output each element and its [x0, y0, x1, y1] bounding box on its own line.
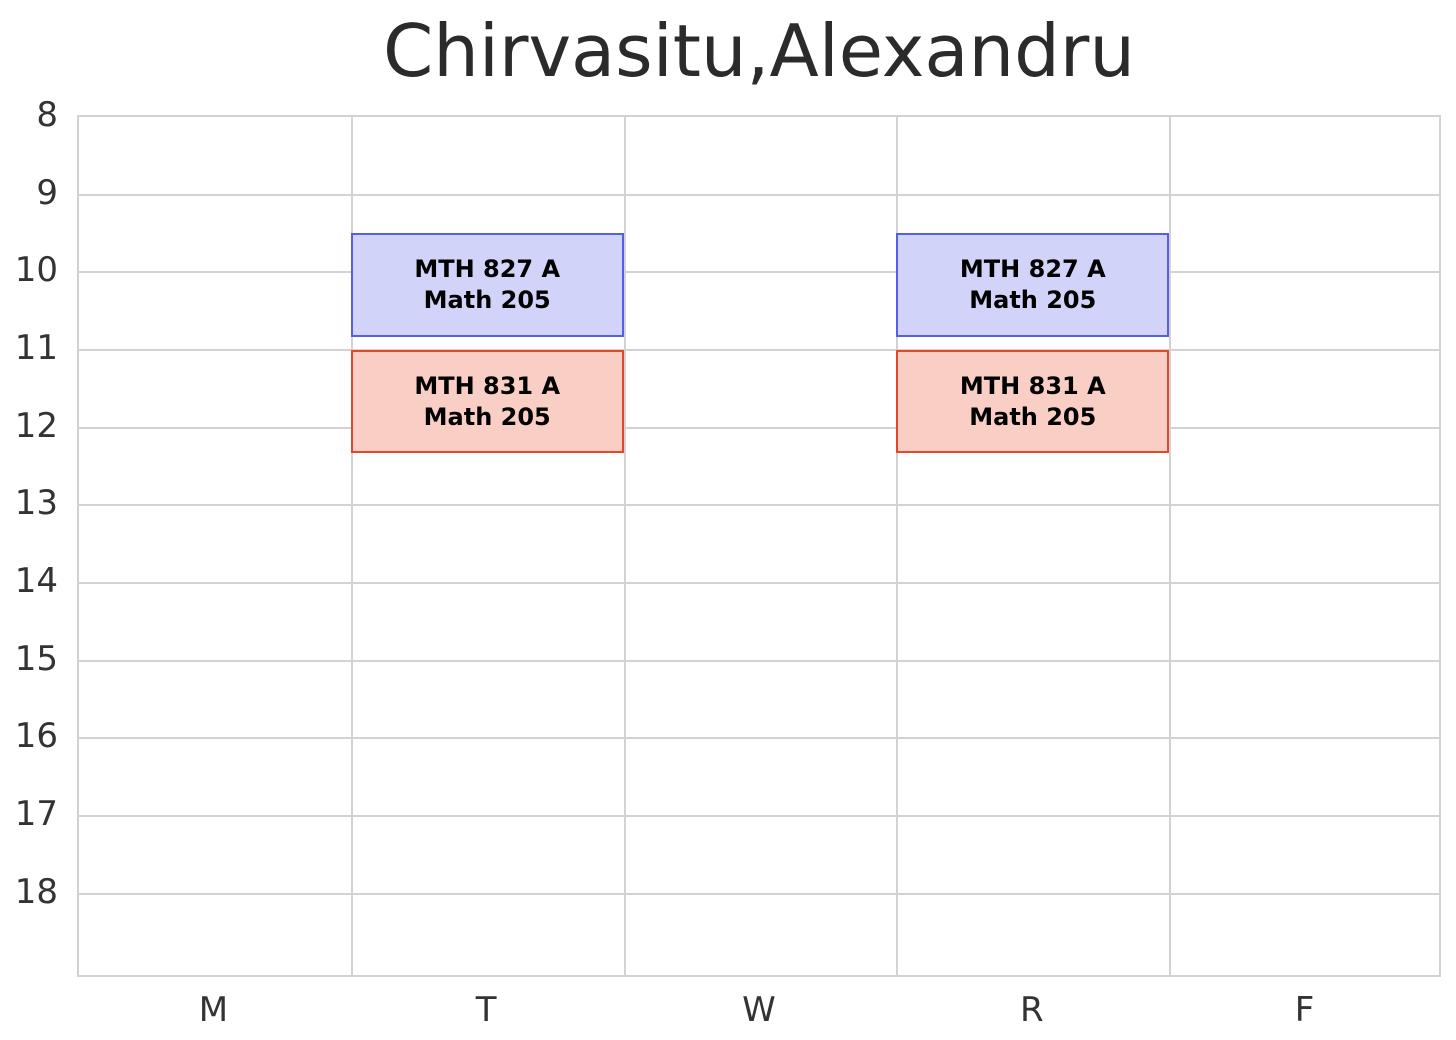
chart-title: Chirvasitu,Alexandru	[382, 9, 1136, 93]
hour-gridline	[79, 581, 1439, 584]
day-tick-label: W	[742, 990, 776, 1030]
event-course: MTH 827 A	[414, 255, 561, 284]
day-gridline	[350, 117, 353, 975]
event-room: Math 205	[423, 286, 551, 315]
day-tick-label: F	[1294, 990, 1315, 1030]
hour-tick-label: 16	[14, 716, 58, 757]
day-tick-label: T	[475, 990, 497, 1030]
event-room: Math 205	[969, 402, 1097, 431]
hour-tick-label: 15	[14, 638, 58, 679]
day-gridline	[1169, 117, 1172, 975]
hour-tick-label: 12	[14, 405, 58, 446]
day-gridline	[623, 117, 626, 975]
hour-gridline	[79, 271, 1439, 274]
event-block: MTH 831 A Math 205	[896, 349, 1170, 454]
event-room: Math 205	[423, 402, 551, 431]
hour-tick-label: 11	[14, 327, 58, 368]
hour-gridline	[79, 504, 1439, 507]
hour-gridline	[79, 814, 1439, 817]
day-gridline	[896, 117, 899, 975]
event-block: MTH 827 A Math 205	[350, 233, 624, 337]
event-course: MTH 831 A	[414, 371, 561, 400]
hour-tick-label: 18	[14, 871, 58, 912]
event-block: MTH 831 A Math 205	[350, 349, 624, 454]
hour-gridline	[79, 426, 1439, 429]
hour-tick-label: 10	[14, 250, 58, 291]
day-tick-label: M	[198, 990, 229, 1030]
day-tick-label: R	[1019, 990, 1044, 1030]
hour-tick-label: 17	[14, 793, 58, 834]
hour-gridline	[79, 737, 1439, 740]
hour-tick-label: 13	[14, 483, 58, 524]
hour-tick-label: 14	[14, 560, 58, 601]
event-course: MTH 831 A	[959, 371, 1106, 400]
hour-tick-label: 9	[36, 172, 58, 213]
plot-area: MTH 827 A Math 205 MTH 831 A Math 205 MTH 82…	[77, 115, 1441, 977]
hour-gridline	[79, 348, 1439, 351]
hour-gridline	[79, 193, 1439, 196]
hour-gridline	[79, 659, 1439, 662]
event-room: Math 205	[969, 286, 1097, 315]
hour-tick-label: 8	[36, 95, 58, 135]
event-course: MTH 827 A	[959, 255, 1106, 284]
hour-gridline	[79, 892, 1439, 895]
event-block: MTH 827 A Math 205	[896, 233, 1170, 337]
